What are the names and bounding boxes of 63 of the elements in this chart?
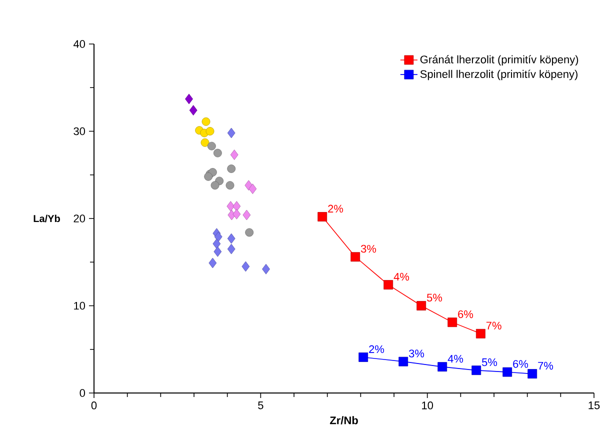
point <box>213 148 222 158</box>
point <box>227 233 236 244</box>
point <box>248 184 257 194</box>
annotation: 3% <box>408 350 424 358</box>
point <box>502 367 512 377</box>
x-tick-label: 0 <box>91 402 97 410</box>
point <box>200 138 210 147</box>
annotation: 5% <box>426 294 442 302</box>
annotation: 4% <box>394 272 410 281</box>
x-tick-label: 10 <box>422 402 434 410</box>
point <box>232 208 241 220</box>
y-tick-label: 30 <box>74 127 86 136</box>
point <box>472 366 482 375</box>
y-tick-label: 10 <box>74 302 86 310</box>
point <box>214 246 222 257</box>
point <box>214 232 222 242</box>
point <box>189 105 198 116</box>
point <box>212 238 221 249</box>
x-tick-label: 15 <box>588 402 600 410</box>
annotation: 2% <box>328 204 344 213</box>
point <box>358 352 368 362</box>
point <box>202 117 210 126</box>
point <box>416 301 426 310</box>
legend-label: Spinell lherzolit (primitív köpeny) <box>420 70 578 80</box>
point <box>206 127 214 136</box>
point <box>204 172 213 181</box>
x-tick-label: 5 <box>258 402 264 410</box>
point <box>227 244 236 254</box>
point <box>210 181 220 190</box>
y-tick-label: 0 <box>80 389 86 397</box>
point <box>227 164 236 173</box>
point <box>262 264 270 274</box>
annotation: 2% <box>369 345 384 354</box>
point <box>227 128 236 138</box>
point <box>448 318 458 328</box>
annotation: 6% <box>458 310 474 318</box>
point <box>245 228 254 237</box>
point <box>208 258 217 268</box>
legend-label: Gránát lherzolit (primitív köpeny) <box>420 55 578 66</box>
point <box>185 94 193 104</box>
point <box>230 150 238 160</box>
y-axis-title: La/Yb <box>34 214 60 222</box>
y-tick-label: 40 <box>73 40 86 48</box>
x-axis-title: Zr/Nb <box>330 416 358 424</box>
annotation: 7% <box>538 362 554 370</box>
annotation: 5% <box>482 358 498 366</box>
annotation: 4% <box>448 354 464 363</box>
annotation: 6% <box>513 360 528 368</box>
point <box>242 261 250 272</box>
point <box>318 212 328 222</box>
point <box>242 210 251 220</box>
point <box>226 181 234 190</box>
point <box>350 252 360 262</box>
point <box>232 201 241 212</box>
point <box>207 142 216 150</box>
point <box>398 356 408 366</box>
y-tick-label: 20 <box>74 214 86 222</box>
point <box>528 369 538 378</box>
annotation: 7% <box>486 322 502 330</box>
point <box>438 362 448 372</box>
annotation: 3% <box>360 244 376 253</box>
point <box>476 328 486 338</box>
point <box>384 280 394 290</box>
